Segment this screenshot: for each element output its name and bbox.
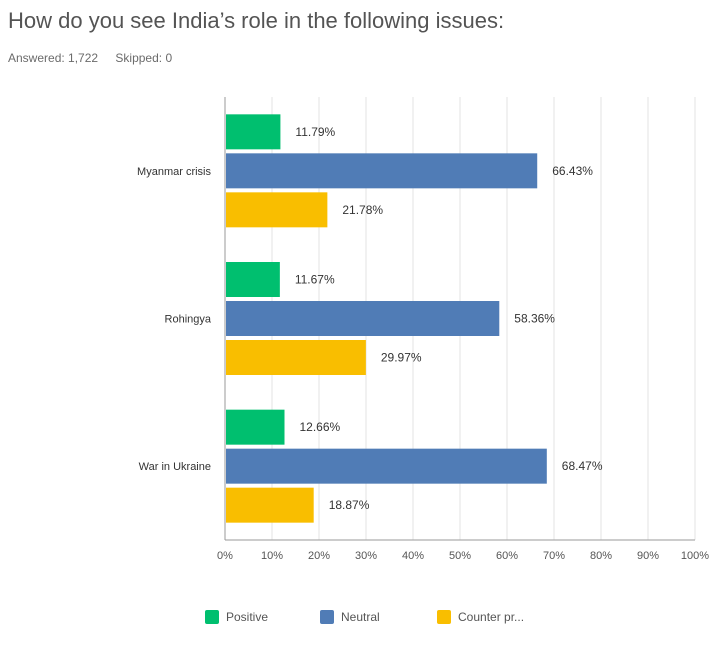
x-tick-label: 100% (681, 550, 709, 562)
value-labels: 11.79% 66.43% 21.78% 11.67% 58.36% 29.97% 12.6… (295, 125, 603, 512)
skipped-count: Skipped: 0 (115, 51, 173, 65)
question-title: How do you see India’s role in the follo… (8, 8, 505, 33)
legend-item[interactable]: Counter pr... (437, 610, 524, 624)
bar-neutral (226, 301, 500, 336)
legend-swatch (205, 610, 219, 624)
x-tick-label: 60% (496, 550, 518, 562)
data-label: 66.43% (552, 164, 593, 178)
x-tick-label: 40% (402, 550, 424, 562)
x-tick-label: 20% (308, 550, 330, 562)
legend-label: Positive (226, 610, 269, 624)
legend: Positive Neutral Counter pr... (0, 610, 715, 630)
data-label: 11.67% (295, 273, 335, 287)
data-label: 21.78% (342, 203, 383, 217)
bar-neutral (226, 153, 538, 189)
bar-counter-pr (226, 487, 314, 523)
answered-count: Answered: 1,722 (8, 51, 99, 65)
legend-item[interactable]: Neutral (320, 610, 380, 624)
x-tick-label: 90% (637, 550, 659, 562)
data-label: 29.97% (381, 351, 422, 365)
legend-label: Neutral (341, 610, 380, 624)
legend-label: Counter pr... (458, 610, 525, 624)
bar-positive (226, 114, 281, 150)
data-label: 11.79% (295, 125, 335, 139)
data-label: 12.66% (300, 420, 341, 434)
data-label: 18.87% (329, 498, 370, 512)
category-label: Rohingya (165, 314, 212, 326)
x-tick-labels: 0% 10% 20% 30% 40% 50% 60% 70% 80% 90% 100% (217, 550, 709, 562)
bar-positive (226, 409, 285, 445)
bar-chart: 0% 10% 20% 30% 40% 50% 60% 70% 80% 90% 100% Myanma… (137, 97, 709, 562)
legend-item[interactable]: Positive (205, 610, 268, 624)
data-label: 68.47% (562, 459, 603, 473)
bar-neutral (226, 448, 547, 484)
x-tick-label: 10% (261, 550, 283, 562)
x-tick-label: 70% (543, 550, 565, 562)
category-labels: Myanmar crisis Rohingya War in Ukraine (137, 166, 212, 473)
data-label: 58.36% (514, 312, 555, 326)
bar-counter-pr (226, 192, 328, 228)
category-label: Myanmar crisis (137, 166, 211, 178)
x-tick-label: 30% (355, 550, 377, 562)
legend-swatch (437, 610, 451, 624)
category-label: War in Ukraine (139, 461, 211, 473)
legend-swatch (320, 610, 334, 624)
x-tick-label: 50% (449, 550, 471, 562)
response-stats: Answered: 1,722 Skipped: 0 (8, 51, 186, 65)
bars (226, 114, 547, 523)
x-tick-label: 0% (217, 550, 233, 562)
bar-counter-pr (226, 340, 366, 375)
x-tick-label: 80% (590, 550, 612, 562)
bar-positive (226, 262, 280, 297)
